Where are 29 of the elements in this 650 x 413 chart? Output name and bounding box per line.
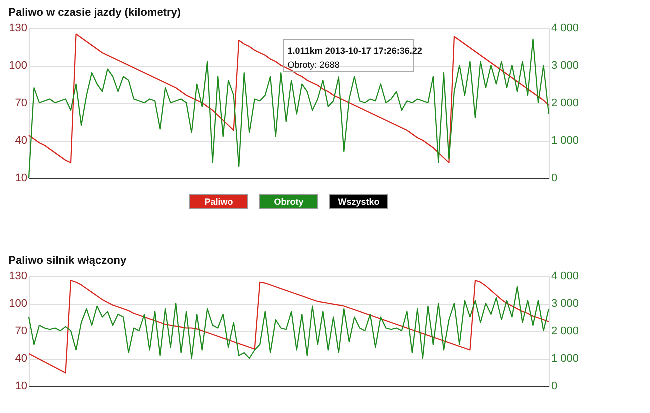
y2-tick-label: 4 000 [552,22,580,34]
text: Paliwo [204,197,234,207]
chart-title: Paliwo w czasie jazdy (kilometry) [8,7,182,19]
y-tick-label: 40 [15,353,28,365]
y-tick-label: 130 [9,270,28,282]
y-tick-label: 130 [9,22,28,34]
y2-tick-label: 2 000 [552,98,580,110]
y2-tick-label: 3 000 [552,298,580,310]
text: Obroty [274,197,304,207]
y2-tick-label: 1 000 [552,353,580,365]
annotation: 1.011km 2013-10-17 17:26:36.22 [288,46,422,56]
y2-tick-label: 4 000 [552,270,580,282]
y2-tick-label: 3 000 [552,60,580,72]
y-tick-label: 10 [15,380,28,392]
y2-tick-label: 0 [552,380,558,392]
y-tick-label: 10 [15,172,28,184]
chart-title: Paliwo silnik włączony [8,255,128,267]
y-tick-label: 40 [15,135,28,147]
y-tick-label: 70 [15,326,28,338]
line-series [28,280,550,374]
y2-tick-label: 2 000 [552,326,580,338]
line-series [28,286,550,360]
y-tick-label: 100 [9,60,28,72]
y-tick-label: 100 [9,298,28,310]
y2-tick-label: 0 [552,172,558,184]
y-tick-label: 70 [15,98,28,110]
y2-tick-label: 1 000 [552,135,580,147]
annotation: Obroty: 2688 [288,60,340,70]
text: Wszystko [338,197,380,207]
